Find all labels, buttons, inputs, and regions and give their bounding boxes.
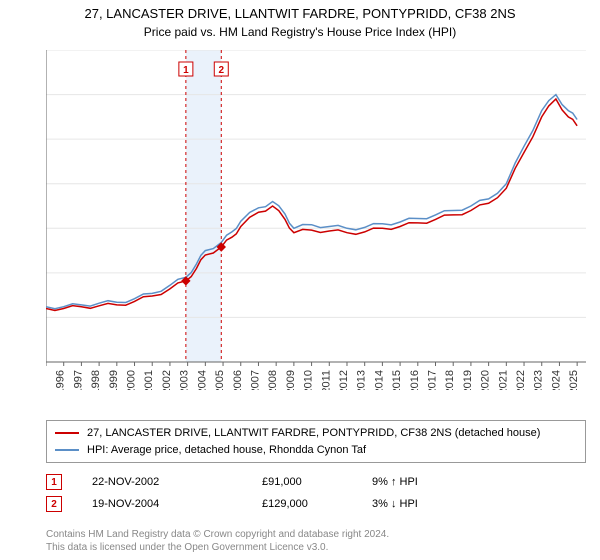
legend-label-series1: 27, LANCASTER DRIVE, LLANTWIT FARDRE, PO…	[87, 425, 540, 442]
svg-text:2007: 2007	[249, 370, 261, 390]
chart-title: 27, LANCASTER DRIVE, LLANTWIT FARDRE, PO…	[0, 0, 600, 23]
svg-text:2001: 2001	[143, 370, 155, 390]
footer-attribution: Contains HM Land Registry data © Crown c…	[46, 528, 389, 554]
sale-price: £91,000	[262, 476, 342, 488]
sale-marker-icon: 2	[46, 496, 62, 512]
sale-date: 19-NOV-2004	[92, 498, 232, 510]
sale-hpi-note: 9% ↑ HPI	[372, 476, 492, 488]
svg-text:2016: 2016	[409, 370, 421, 390]
svg-text:2013: 2013	[356, 370, 368, 390]
svg-text:1999: 1999	[108, 370, 120, 390]
chart-svg: £0£50K£100K£150K£200K£250K£300K£350K1995…	[46, 50, 586, 390]
sale-date: 22-NOV-2002	[92, 476, 232, 488]
svg-text:2012: 2012	[338, 370, 350, 390]
legend-swatch-series2	[55, 449, 79, 451]
svg-text:2021: 2021	[497, 370, 509, 390]
svg-text:2009: 2009	[285, 370, 297, 390]
sale-price: £129,000	[262, 498, 342, 510]
svg-text:2020: 2020	[480, 370, 492, 390]
svg-text:2004: 2004	[196, 370, 208, 390]
chart-subtitle: Price paid vs. HM Land Registry's House …	[0, 23, 600, 39]
legend-row-series2: HPI: Average price, detached house, Rhon…	[55, 442, 577, 459]
svg-text:2002: 2002	[161, 370, 173, 390]
footer-line1: Contains HM Land Registry data © Crown c…	[46, 528, 389, 541]
svg-text:2008: 2008	[267, 370, 279, 390]
legend-row-series1: 27, LANCASTER DRIVE, LLANTWIT FARDRE, PO…	[55, 425, 577, 442]
svg-text:2014: 2014	[373, 370, 385, 390]
svg-text:2003: 2003	[179, 370, 191, 390]
table-row: 1 22-NOV-2002 £91,000 9% ↑ HPI	[46, 471, 586, 493]
svg-text:2010: 2010	[303, 370, 315, 390]
sales-table: 1 22-NOV-2002 £91,000 9% ↑ HPI 2 19-NOV-…	[46, 471, 586, 515]
svg-text:1997: 1997	[72, 370, 84, 390]
table-row: 2 19-NOV-2004 £129,000 3% ↓ HPI	[46, 493, 586, 515]
sale-marker-icon: 1	[46, 474, 62, 490]
sale-hpi-note: 3% ↓ HPI	[372, 498, 492, 510]
svg-text:2019: 2019	[462, 370, 474, 390]
svg-text:2000: 2000	[126, 370, 138, 390]
svg-text:2018: 2018	[444, 370, 456, 390]
footer-line2: This data is licensed under the Open Gov…	[46, 541, 389, 554]
svg-text:2025: 2025	[568, 370, 580, 390]
legend-section: 27, LANCASTER DRIVE, LLANTWIT FARDRE, PO…	[46, 420, 586, 515]
svg-text:2006: 2006	[232, 370, 244, 390]
svg-text:2011: 2011	[320, 370, 332, 390]
svg-text:2015: 2015	[391, 370, 403, 390]
svg-text:2023: 2023	[533, 370, 545, 390]
svg-text:1996: 1996	[55, 370, 67, 390]
legend-swatch-series1	[55, 432, 79, 434]
svg-text:2: 2	[218, 65, 224, 76]
svg-text:2017: 2017	[427, 370, 439, 390]
chart-container: 27, LANCASTER DRIVE, LLANTWIT FARDRE, PO…	[0, 0, 600, 560]
svg-text:1995: 1995	[46, 370, 49, 390]
legend-label-series2: HPI: Average price, detached house, Rhon…	[87, 442, 366, 459]
svg-text:2022: 2022	[515, 370, 527, 390]
chart-plot-area: £0£50K£100K£150K£200K£250K£300K£350K1995…	[46, 50, 586, 390]
svg-text:1998: 1998	[90, 370, 102, 390]
legend-box: 27, LANCASTER DRIVE, LLANTWIT FARDRE, PO…	[46, 420, 586, 463]
svg-text:2024: 2024	[550, 370, 562, 390]
svg-text:2005: 2005	[214, 370, 226, 390]
svg-text:1: 1	[183, 65, 189, 76]
